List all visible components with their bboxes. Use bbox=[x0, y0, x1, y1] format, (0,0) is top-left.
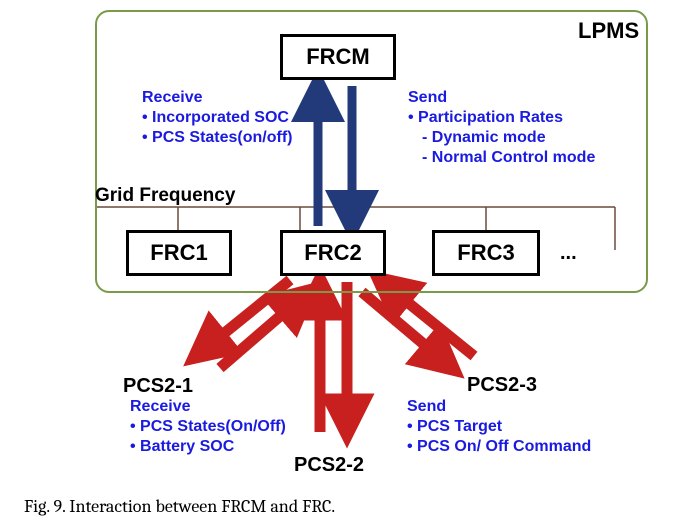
figure-caption: Fig. 9. Interaction between FRCM and FRC… bbox=[24, 496, 335, 517]
send-bottom: SendPCS TargetPCS On/ Off Command bbox=[407, 397, 591, 457]
node-frc2: FRC2 bbox=[280, 230, 386, 276]
lpms-label: LPMS bbox=[578, 18, 639, 44]
pcs2-1-label: PCS2-1 bbox=[123, 375, 193, 398]
receive-top: ReceiveIncorporated SOCPCS States(on/off… bbox=[142, 88, 293, 148]
receive-bottom: ReceivePCS States(On/Off)Battery SOC bbox=[130, 397, 286, 457]
diagram-stage: LPMS FRCM FRC1 FRC2 FRC3 ... PCS2-1 PCS2… bbox=[0, 0, 679, 532]
node-frc3: FRC3 bbox=[432, 230, 540, 276]
node-frcm: FRCM bbox=[280, 34, 396, 80]
ellipsis: ... bbox=[560, 242, 577, 265]
node-frcm-label: FRCM bbox=[306, 44, 370, 70]
send-top: SendParticipation RatesDynamic modeNorma… bbox=[408, 88, 595, 168]
pcs2-3-label: PCS2-3 bbox=[467, 374, 537, 397]
node-frc3-label: FRC3 bbox=[457, 240, 514, 266]
pcs2-2-label: PCS2-2 bbox=[294, 454, 364, 477]
node-frc2-label: FRC2 bbox=[304, 240, 361, 266]
grid-frequency-label: Grid Frequency bbox=[95, 185, 235, 207]
node-frc1-label: FRC1 bbox=[150, 240, 207, 266]
node-frc1: FRC1 bbox=[126, 230, 232, 276]
